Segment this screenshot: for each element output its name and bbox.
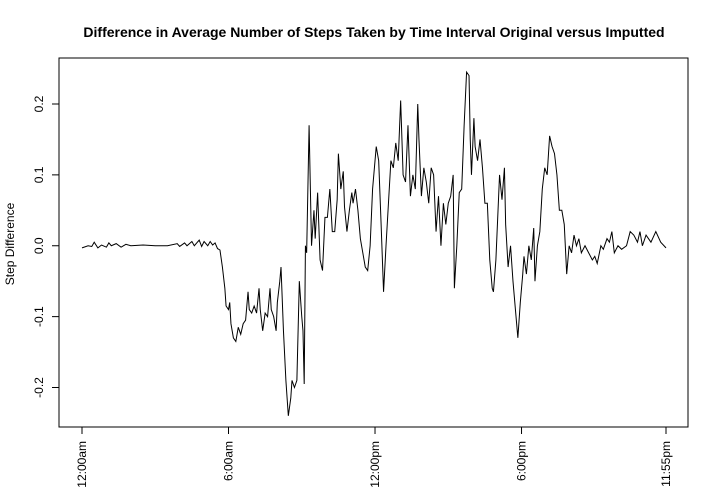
y-axis: -0.2 -0.1 0.0 0.1 0.2	[32, 95, 60, 398]
x-tick-label: 12:00pm	[368, 441, 382, 488]
y-tick-label: -0.1	[32, 306, 46, 327]
plot-frame	[58, 57, 689, 428]
x-tick-label: 11:55pm	[659, 441, 673, 487]
x-tick-label: 6:00pm	[515, 441, 529, 481]
series-line-step-difference	[81, 70, 667, 416]
x-axis: 12:00am 6:00am 12:00pm 6:00pm 11:55pm	[75, 426, 673, 488]
y-tick-label: 0.1	[32, 166, 46, 183]
y-tick-label: 0.2	[32, 95, 46, 112]
y-tick-label: -0.2	[32, 377, 46, 398]
chart-title: Difference in Average Number of Steps Ta…	[83, 24, 664, 40]
y-tick-label: 0.0	[32, 237, 46, 254]
y-axis-label: Step Difference	[3, 202, 17, 285]
x-tick-label: 12:00am	[75, 441, 89, 488]
x-tick-label: 6:00am	[222, 441, 236, 481]
